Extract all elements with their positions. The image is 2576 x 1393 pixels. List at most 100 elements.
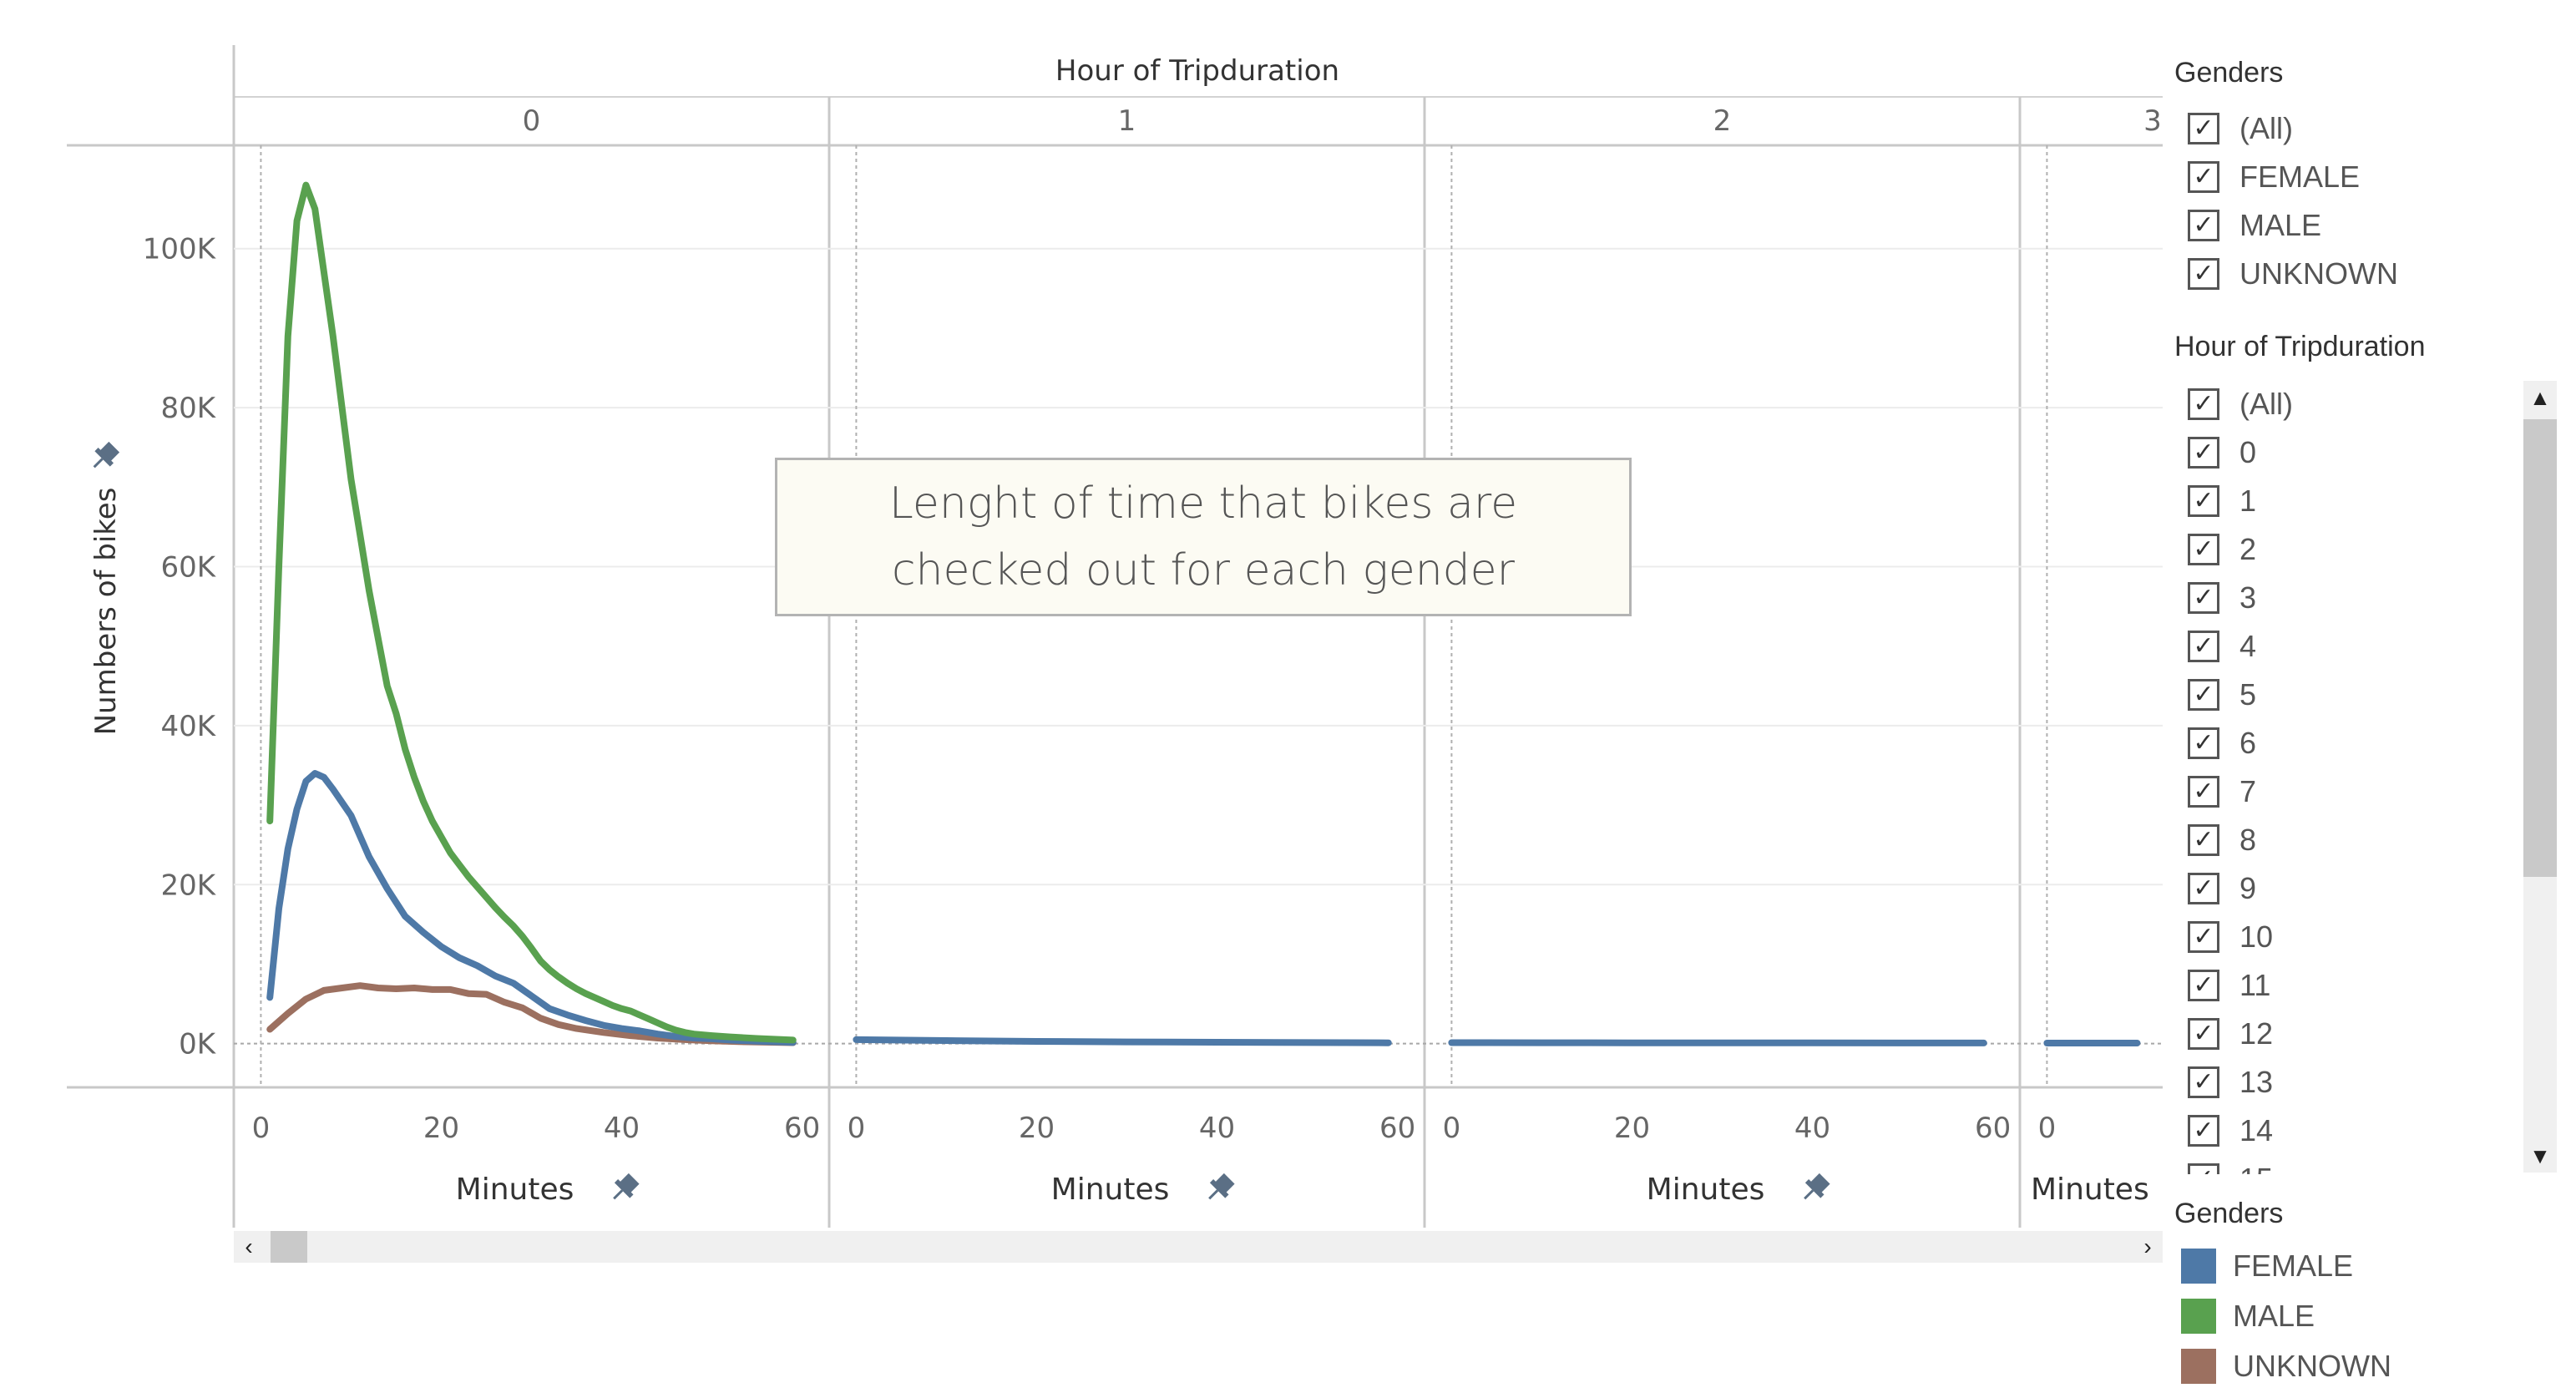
hour-filter-item[interactable]: ✓ 6 [2188, 723, 2256, 763]
genders-filter-item[interactable]: ✓ (All) [2188, 109, 2293, 149]
checkbox-checked-icon[interactable]: ✓ [2188, 1163, 2219, 1174]
y-tick-label: 0K [179, 1028, 217, 1061]
line-chart: Hour of Tripduration 0 1 2 3 0K 20K 40K 60K 80K 10… [67, 45, 2163, 1228]
x-tick-label: 20 [1614, 1112, 1650, 1145]
checkbox-checked-icon[interactable]: ✓ [2188, 727, 2219, 759]
chart-annotation: Lenght of time that bikes are checked ou… [775, 458, 1632, 616]
checkbox-checked-icon[interactable]: ✓ [2188, 631, 2219, 662]
x-axis-title: Minutes [1647, 1173, 1765, 1207]
horizontal-scrollbar[interactable]: ‹ › [234, 1231, 2163, 1263]
checkbox-checked-icon[interactable]: ✓ [2188, 437, 2219, 469]
x-tick-label: 40 [1794, 1112, 1830, 1145]
hour-filter-item[interactable]: ✓ 15 [2188, 1159, 2273, 1174]
filter-item-label: 8 [2239, 823, 2257, 857]
scroll-right-icon[interactable]: › [2143, 1233, 2152, 1259]
genders-filter-item[interactable]: ✓ MALE [2188, 205, 2321, 246]
hour-filter-item[interactable]: ✓ 0 [2188, 433, 2256, 473]
hour-filter-item[interactable]: ✓ 8 [2188, 820, 2256, 860]
filter-item-label: 9 [2239, 871, 2257, 905]
hour-filter-item[interactable]: ✓ (All) [2188, 384, 2293, 424]
filter-item-label: 13 [2239, 1065, 2274, 1099]
x-tick-label: 60 [1975, 1112, 2011, 1145]
hour-filter-item[interactable]: ✓ 11 [2188, 965, 2270, 1005]
hour-filter-title: Hour of Tripduration [2174, 331, 2426, 362]
checkbox-checked-icon[interactable]: ✓ [2188, 113, 2219, 144]
hour-filter-item[interactable]: ✓ 10 [2188, 917, 2273, 957]
hour-filter-item[interactable]: ✓ 7 [2188, 772, 2256, 812]
genders-filter-item[interactable]: ✓ FEMALE [2188, 157, 2360, 197]
pane-header-label: 3 [2143, 104, 2162, 138]
x-tick-label: 0 [2038, 1112, 2057, 1145]
checkbox-checked-icon[interactable]: ✓ [2188, 824, 2219, 856]
hour-filter-item[interactable]: ✓ 13 [2188, 1062, 2273, 1102]
hour-filter-list: ✓ (All) ✓ 0 ✓ 1 ✓ 2 ✓ 3 ✓ 4 ✓ 5 ✓ 6 ✓ 7 ✓ 8 ✓ 9 ✓ 10 ✓ 11 ✓ 12 ✓ 13 ✓ 1… [2164, 379, 2523, 1174]
hour-filter-item[interactable]: ✓ 3 [2188, 578, 2256, 618]
pane-header-label: 2 [1713, 104, 1732, 138]
filter-item-label: 5 [2239, 677, 2257, 712]
hour-filter-item[interactable]: ✓ 1 [2188, 481, 2256, 521]
legend-item[interactable]: UNKNOWN [2181, 1346, 2391, 1386]
checkbox-checked-icon[interactable]: ✓ [2188, 679, 2219, 711]
filter-item-label: 15 [2239, 1162, 2273, 1174]
vertical-scrollbar[interactable]: ▲ ▼ [2523, 381, 2557, 1173]
legend-item[interactable]: MALE [2181, 1296, 2315, 1336]
series-line-female [266, 770, 797, 1046]
checkbox-checked-icon[interactable]: ✓ [2188, 258, 2219, 290]
pane-header-label: 0 [523, 104, 541, 138]
checkbox-checked-icon[interactable]: ✓ [2188, 1066, 2219, 1098]
hour-filter-item[interactable]: ✓ 2 [2188, 529, 2256, 570]
filter-item-label: FEMALE [2239, 160, 2361, 194]
hour-filter-item[interactable]: ✓ 9 [2188, 869, 2256, 909]
scroll-left-icon[interactable]: ‹ [245, 1233, 253, 1259]
checkbox-checked-icon[interactable]: ✓ [2188, 1115, 2219, 1147]
filter-item-label: 6 [2239, 726, 2257, 760]
x-tick-label: 40 [1199, 1112, 1235, 1145]
hour-filter-item[interactable]: ✓ 5 [2188, 675, 2256, 715]
hour-filter-item[interactable]: ✓ 12 [2188, 1014, 2273, 1054]
checkbox-checked-icon[interactable]: ✓ [2188, 388, 2219, 420]
filter-item-label: 10 [2239, 919, 2274, 954]
scroll-up-icon[interactable]: ▲ [2529, 384, 2551, 410]
chart-area: Hour of Tripduration 0 1 2 3 0K 20K 40K 60K 80K 10… [67, 45, 2163, 1263]
hour-filter-item[interactable]: ✓ 14 [2188, 1111, 2273, 1151]
legend-swatch [2181, 1349, 2216, 1384]
checkbox-checked-icon[interactable]: ✓ [2188, 161, 2219, 193]
filter-item-label: 4 [2239, 629, 2257, 663]
filter-item-label: 2 [2239, 532, 2257, 566]
genders-filter-item[interactable]: ✓ UNKNOWN [2188, 254, 2398, 294]
scroll-down-icon[interactable]: ▼ [2529, 1142, 2551, 1168]
series-line-male [266, 181, 797, 1044]
x-axis-title: Minutes [2031, 1173, 2149, 1207]
filter-item-label: 11 [2239, 968, 2271, 1002]
checkbox-checked-icon[interactable]: ✓ [2188, 921, 2219, 953]
legend-title: Genders [2174, 1198, 2284, 1229]
checkbox-checked-icon[interactable]: ✓ [2188, 485, 2219, 517]
checkbox-checked-icon[interactable]: ✓ [2188, 582, 2219, 614]
legend-item[interactable]: FEMALE [2181, 1246, 2353, 1286]
series-line-female [853, 1036, 1392, 1046]
horizontal-scroll-thumb[interactable] [271, 1231, 307, 1263]
checkbox-checked-icon[interactable]: ✓ [2188, 534, 2219, 565]
checkbox-checked-icon[interactable]: ✓ [2188, 776, 2219, 808]
vertical-scroll-thumb[interactable] [2523, 419, 2557, 877]
legend-label: UNKNOWN [2233, 1349, 2391, 1383]
pane-header-label: 1 [1118, 104, 1136, 138]
hour-filter-item[interactable]: ✓ 4 [2188, 626, 2256, 666]
filter-item-label: MALE [2239, 208, 2322, 242]
y-tick-label: 40K [160, 710, 216, 743]
checkbox-checked-icon[interactable]: ✓ [2188, 873, 2219, 904]
x-tick-label: 0 [848, 1112, 866, 1145]
checkbox-checked-icon[interactable]: ✓ [2188, 210, 2219, 241]
pin-icon [613, 1173, 640, 1200]
genders-filter-title: Genders [2174, 57, 2284, 89]
legend-label: FEMALE [2233, 1249, 2354, 1283]
filter-item-label: UNKNOWN [2239, 256, 2398, 291]
filter-item-label: (All) [2239, 111, 2293, 145]
checkbox-checked-icon[interactable]: ✓ [2188, 1018, 2219, 1050]
annotation-text: Lenght of time that bikes are checked ou… [888, 479, 1518, 595]
checkbox-checked-icon[interactable]: ✓ [2188, 970, 2219, 1001]
y-tick-label: 80K [160, 392, 216, 425]
side-panel: Genders ✓ (All) ✓ FEMALE ✓ MALE ✓ UNKNOWN Hour … [2164, 0, 2576, 1393]
x-axis-title: Minutes [1051, 1173, 1170, 1207]
filter-item-label: 1 [2239, 484, 2257, 518]
